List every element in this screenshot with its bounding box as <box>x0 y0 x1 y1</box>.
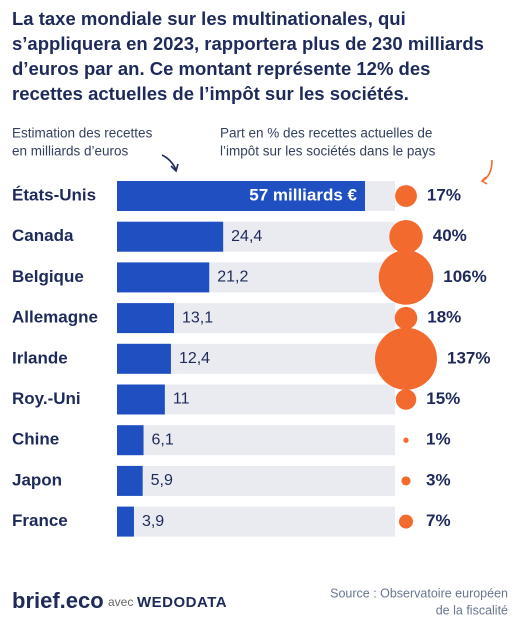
bar <box>117 425 144 456</box>
bar <box>117 262 210 293</box>
bar <box>117 303 174 334</box>
bar <box>117 221 224 252</box>
category-label: France <box>12 511 68 530</box>
percent-label: 137% <box>447 348 490 367</box>
title: recettes actuelles de l’impôt sur les so… <box>12 83 409 104</box>
avec: avec <box>108 595 133 609</box>
brand: brief.eco <box>12 588 104 613</box>
column-header: Estimation des recettes <box>12 126 153 141</box>
category-label: Belgique <box>12 267 84 286</box>
bar <box>117 465 143 496</box>
bubble <box>378 250 434 305</box>
percent-label: 106% <box>443 267 486 286</box>
bubble <box>395 185 417 207</box>
bubble <box>375 327 437 390</box>
source: Source : Observatoire européen <box>330 586 508 600</box>
bubble <box>401 476 411 486</box>
bubble <box>394 306 418 330</box>
title: La taxe mondiale sur les multinationales… <box>12 8 406 29</box>
percent-label: 15% <box>426 389 460 408</box>
value-label: 5,9 <box>151 472 173 489</box>
column-header: Part en % des recettes actuelles de <box>220 126 432 141</box>
title: s’appliquera en 2023, rapportera plus de… <box>12 33 484 54</box>
bubble <box>389 219 423 254</box>
source: de la fiscalité <box>436 603 508 617</box>
column-header: l’impôt sur les sociétés dans le pays <box>220 144 436 159</box>
arrow <box>481 159 493 182</box>
title: d’euros par an. Ce montant représente 12… <box>12 58 430 79</box>
bar-background <box>117 506 395 537</box>
category-label: Chine <box>12 430 59 449</box>
percent-label: 40% <box>433 226 467 245</box>
category-label: Canada <box>12 226 74 245</box>
category-label: Japon <box>12 470 62 489</box>
value-label: 21,2 <box>217 269 248 286</box>
value-label: 3,9 <box>142 513 164 530</box>
percent-label: 17% <box>427 185 461 204</box>
bar-background <box>117 425 395 456</box>
bar <box>117 181 365 211</box>
column-header: en milliards d’euros <box>12 144 129 159</box>
partner: WEDODATA <box>137 594 227 611</box>
percent-label: 3% <box>426 470 451 489</box>
bubble <box>395 389 417 410</box>
percent-label: 7% <box>426 511 451 530</box>
arrow-head <box>170 163 179 173</box>
percent-label: 18% <box>427 308 461 327</box>
value-label: 57 milliards € <box>249 185 357 204</box>
value-label: 6,1 <box>152 431 174 448</box>
bubble <box>398 514 414 529</box>
value-label: 24,4 <box>231 228 262 245</box>
category-label: États-Unis <box>12 185 96 204</box>
arrow <box>161 154 177 171</box>
category-label: Irlande <box>12 348 68 367</box>
value-label: 13,1 <box>182 309 213 326</box>
bar <box>117 343 171 374</box>
bar <box>117 384 165 415</box>
percent-label: 1% <box>426 430 451 449</box>
bar-background <box>117 465 395 496</box>
category-label: Roy.-Uni <box>12 389 81 408</box>
category-label: Allemagne <box>12 308 98 327</box>
value-label: 11 <box>173 391 190 408</box>
bar <box>117 506 134 537</box>
bubble <box>403 437 409 443</box>
arrow-head <box>480 176 488 185</box>
value-label: 12,4 <box>179 350 210 367</box>
